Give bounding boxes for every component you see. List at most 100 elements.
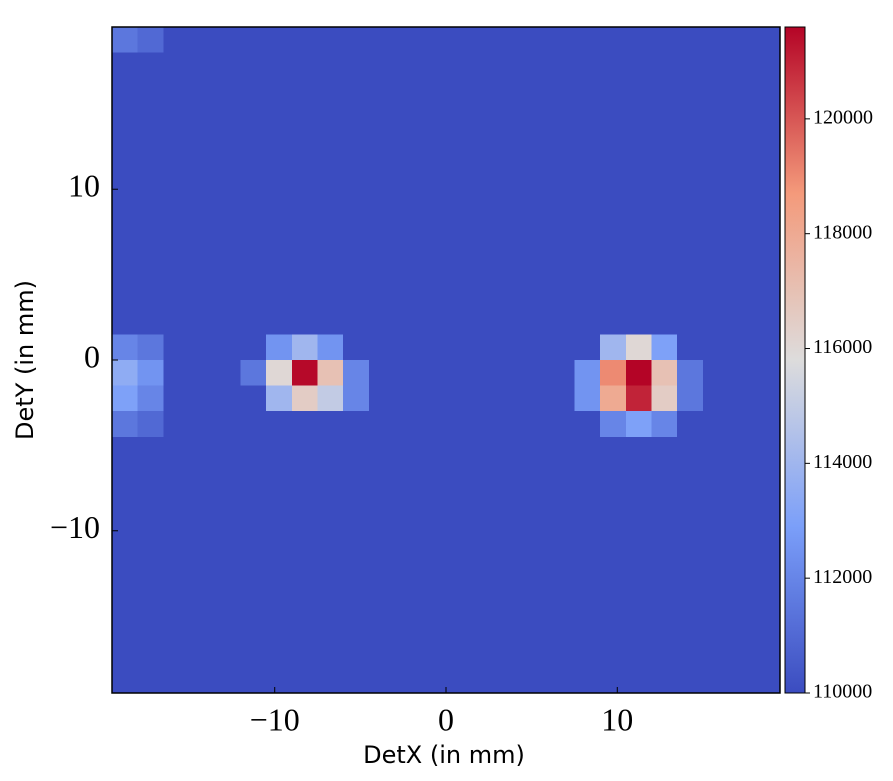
- heatmap-cell: [702, 513, 730, 540]
- heatmap-cell: [471, 27, 498, 54]
- heatmap-cell: [625, 641, 653, 668]
- heatmap-cell: [754, 641, 781, 668]
- heatmap-cell: [317, 590, 344, 617]
- heatmap-cell: [394, 616, 421, 643]
- heatmap-cell: [266, 78, 293, 105]
- heatmap-cell: [677, 334, 704, 361]
- heatmap-cell: [420, 129, 447, 156]
- heatmap-cell: [497, 283, 524, 310]
- heatmap-cell: [728, 308, 755, 335]
- heatmap-cell: [754, 308, 781, 335]
- heatmap-cell: [137, 78, 164, 105]
- heatmap-cell: [317, 129, 344, 156]
- heatmap-cell: [548, 27, 576, 54]
- heatmap-cell: [574, 641, 601, 668]
- heatmap-cell: [266, 231, 293, 259]
- heatmap-cell: [137, 231, 164, 259]
- heatmap-cell: [112, 257, 139, 284]
- heatmap-cell: [394, 667, 421, 694]
- heatmap-cell: [574, 129, 601, 156]
- heatmap-cell: [214, 27, 242, 54]
- heatmap-cell: [291, 52, 319, 79]
- heatmap-cell: [548, 78, 576, 105]
- heatmap-cell: [446, 257, 473, 284]
- heatmap-cell: [754, 564, 781, 592]
- heatmap-cell: [702, 129, 730, 156]
- heatmap-cell: [523, 462, 550, 489]
- heatmap-cell: [702, 616, 730, 643]
- heatmap-cell: [266, 27, 293, 54]
- heatmap-cell: [446, 103, 473, 131]
- heatmap-cell: [291, 283, 319, 310]
- heatmap-cell: [317, 180, 344, 207]
- heatmap-cell: [754, 180, 781, 207]
- heatmap-cell: [189, 385, 216, 412]
- heatmap-cell: [523, 180, 550, 207]
- heatmap-cell: [137, 385, 164, 412]
- heatmap-cell: [677, 436, 704, 464]
- heatmap-cell: [446, 155, 473, 182]
- heatmap-cell: [266, 103, 293, 131]
- heatmap-cell: [471, 78, 498, 105]
- heatmap-cell: [214, 641, 242, 668]
- heatmap-cell: [574, 257, 601, 284]
- heatmap-cell: [548, 129, 576, 156]
- heatmap-cell: [600, 590, 627, 617]
- heatmap-cell: [214, 462, 242, 489]
- heatmap-cell: [112, 308, 139, 335]
- heatmap-cell: [317, 385, 344, 412]
- heatmap-cell: [497, 103, 524, 131]
- heatmap-cell: [523, 129, 550, 156]
- heatmap-cell: [548, 103, 576, 131]
- heatmap-cell: [677, 590, 704, 617]
- heatmap-cell: [446, 436, 473, 464]
- heatmap-cell: [600, 78, 627, 105]
- heatmap-cell: [754, 155, 781, 182]
- heatmap-cell: [214, 283, 242, 310]
- heatmap-cell: [137, 206, 164, 233]
- heatmap-cell: [574, 360, 601, 387]
- heatmap-cell: [625, 206, 653, 233]
- heatmap-cell: [677, 539, 704, 566]
- heatmap-cell: [471, 206, 498, 233]
- heatmap-cell: [523, 411, 550, 438]
- colorbar-tick-label: 114000: [813, 451, 872, 473]
- heatmap-cell: [163, 513, 190, 540]
- heatmap-cell: [420, 436, 447, 464]
- heatmap-cell: [677, 206, 704, 233]
- heatmap-cell: [497, 488, 524, 515]
- heatmap-cell: [446, 462, 473, 489]
- heatmap-cell: [317, 206, 344, 233]
- heatmap-cell: [548, 334, 576, 361]
- heatmap-cell: [291, 129, 319, 156]
- heatmap-cell: [240, 616, 267, 643]
- heatmap-cell: [291, 539, 319, 566]
- heatmap-cell: [266, 590, 293, 617]
- heatmap-cell: [137, 616, 164, 643]
- heatmap-cell: [163, 564, 190, 592]
- heatmap-cell: [420, 78, 447, 105]
- heatmap-cell: [446, 180, 473, 207]
- heatmap-cell: [214, 180, 242, 207]
- heatmap-cell: [189, 52, 216, 79]
- heatmap-cell: [651, 27, 678, 54]
- heatmap-cell: [343, 564, 370, 592]
- heatmap-cell: [214, 129, 242, 156]
- heatmap-cell: [394, 257, 421, 284]
- heatmap-cell: [651, 539, 678, 566]
- heatmap-cell: [446, 283, 473, 310]
- heatmap-cell: [240, 257, 267, 284]
- heatmap-cell: [677, 129, 704, 156]
- heatmap-cell: [702, 52, 730, 79]
- heatmap-cell: [625, 103, 653, 131]
- heatmap-cell: [317, 436, 344, 464]
- heatmap-cell: [112, 155, 139, 182]
- heatmap-cell: [677, 52, 704, 79]
- heatmap-cell: [574, 27, 601, 54]
- heatmap-cell: [214, 257, 242, 284]
- heatmap-cell: [420, 641, 447, 668]
- heatmap-cell: [702, 590, 730, 617]
- heatmap-cell: [523, 488, 550, 515]
- heatmap-cell: [137, 488, 164, 515]
- heatmap-cell: [471, 411, 498, 438]
